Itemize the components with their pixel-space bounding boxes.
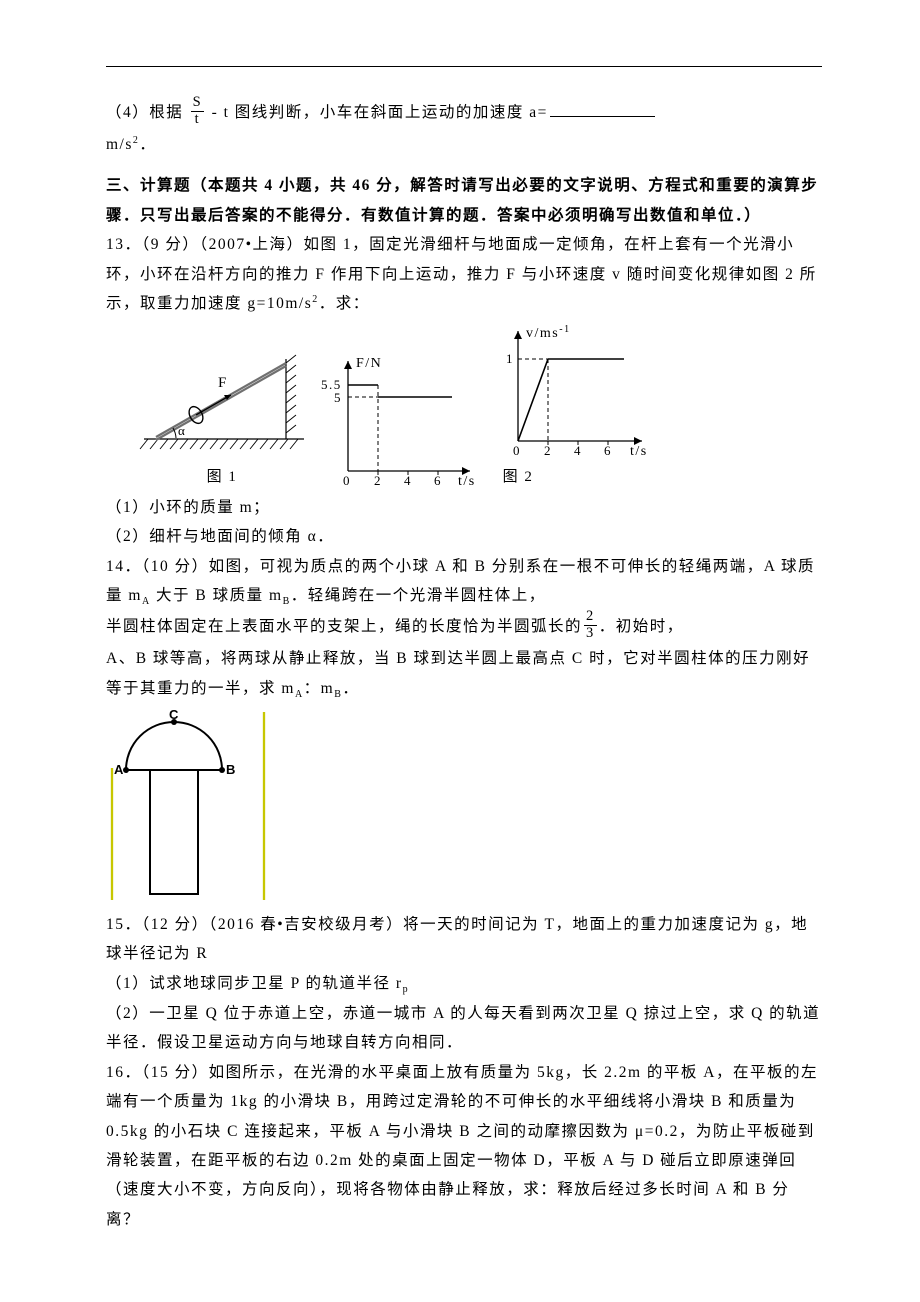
q14-line2: 半圆柱体固定在上表面水平的支架上，绳的长度恰为半圆弧长的23．初始时， <box>106 611 822 644</box>
q14-g: ：m <box>304 680 335 697</box>
frac-num: S <box>191 95 205 111</box>
q14-f: A、B 球等高，将两球从静止释放，当 B 球到达半圆上最高点 C 时，它对半圆柱… <box>106 650 810 696</box>
frac-s-over-t: S t <box>191 95 205 128</box>
q14-line1: 14．（10 分）如图，可视为质点的两个小球 A 和 B 分别系在一根不可伸长的… <box>106 552 822 612</box>
q12-part4-prefix: （4）根据 <box>106 104 183 121</box>
q13-graph-v: v/ms-1 t/s 1 0 2 4 6 图 2 <box>482 323 654 492</box>
graph-v-x4: 4 <box>574 443 582 458</box>
q14-label-B: B <box>226 762 237 777</box>
q13-fig1: F α 图 1 <box>136 341 308 492</box>
q13-stem-text: 13．（9 分）（2007•上海）如图 1，固定光滑细杆与地面成一定倾角，在杆上… <box>106 236 817 312</box>
graph-v-svg: v/ms-1 t/s 1 0 2 4 6 <box>482 323 654 461</box>
incline-label-alpha: α <box>178 423 186 438</box>
q13-stem: 13．（9 分）（2007•上海）如图 1，固定光滑细杆与地面成一定倾角，在杆上… <box>106 230 822 318</box>
frac-den: t <box>191 111 205 128</box>
graph-f-x0: 0 <box>343 473 351 488</box>
graph-f-x4: 4 <box>404 473 412 488</box>
q14-label-C: C <box>169 708 180 722</box>
q14-subB1: B <box>283 596 291 607</box>
q15-stem: 15．（12 分）（2016 春•吉安校级月考）将一天的时间记为 T，地面上的重… <box>106 910 822 969</box>
q13-figure-row: F α 图 1 F/N t/s 5.5 5 0 <box>136 323 822 492</box>
q14-e: ．初始时， <box>599 618 684 635</box>
q13-fig2-caption: 图 2 <box>432 463 604 492</box>
incline-label-F: F <box>218 375 228 391</box>
graph-f-ylabel: F/N <box>356 356 382 371</box>
q14-line3: A、B 球等高，将两球从静止释放，当 B 球到达半圆上最高点 C 时，它对半圆柱… <box>106 644 822 704</box>
q14-c: ．轻绳跨在一个光滑半圆柱体上， <box>291 587 546 604</box>
frac-2-3: 23 <box>584 609 597 642</box>
q12-part4: （4）根据 S t - t 图线判断，小车在斜面上运动的加速度 a= <box>106 97 822 130</box>
top-rule <box>106 66 822 67</box>
graph-v-xlabel: t/s <box>630 444 648 459</box>
spacer <box>106 159 822 171</box>
graph-v-ylabel: v/ms-1 <box>526 324 571 341</box>
q14-b: 大于 B 球质量 m <box>151 587 283 604</box>
graph-f-y5: 5 <box>334 390 342 405</box>
frac23-den: 3 <box>584 625 597 642</box>
q15-part2: （2）一卫星 Q 位于赤道上空，赤道一城市 A 的人每天看到两次卫星 Q 掠过上… <box>106 999 822 1058</box>
q13-fig1-caption: 图 1 <box>136 463 308 492</box>
fill-blank <box>550 99 655 117</box>
q14-subA2: A <box>295 689 304 700</box>
frac23-num: 2 <box>584 609 597 625</box>
q12-part4-mid: - t 图线判断，小车在斜面上运动的加速度 a= <box>212 104 548 121</box>
graph-v-y1: 1 <box>506 351 514 366</box>
q14-h: ． <box>342 680 359 697</box>
q15-p1-sub: p <box>403 984 410 995</box>
q14-figure: A B C <box>106 708 822 904</box>
q14-subA1: A <box>142 596 151 607</box>
graph-v-x6: 6 <box>604 443 612 458</box>
q14-label-A: A <box>114 762 125 777</box>
graph-f-x2: 2 <box>374 473 382 488</box>
q13-stem-end: ．求： <box>319 295 370 312</box>
q14-d: 半圆柱体固定在上表面水平的支架上，绳的长度恰为半圆弧长的 <box>106 618 582 635</box>
q13-part1: （1）小环的质量 m； <box>106 493 822 522</box>
graph-v-x2: 2 <box>544 443 552 458</box>
section3-heading: 三、计算题（本题共 4 小题，共 46 分，解答时请写出必要的文字说明、方程式和… <box>106 171 822 230</box>
incline-svg: F α <box>136 341 308 461</box>
q12-unit-line: m/s2． <box>106 130 822 159</box>
q14-svg: A B C <box>106 708 276 904</box>
period: ． <box>139 136 156 153</box>
q15-part1: （1）试求地球同步卫星 P 的轨道半径 rp <box>106 969 822 999</box>
q16-stem: 16．（15 分）如图所示，在光滑的水平桌面上放有质量为 5kg，长 2.2m … <box>106 1058 822 1235</box>
unit-ms: m/s <box>106 136 133 153</box>
q15-p1a: （1）试求地球同步卫星 P 的轨道半径 r <box>106 975 403 992</box>
graph-v-x0: 0 <box>513 443 521 458</box>
q13-part2: （2）细杆与地面间的倾角 α． <box>106 522 822 551</box>
